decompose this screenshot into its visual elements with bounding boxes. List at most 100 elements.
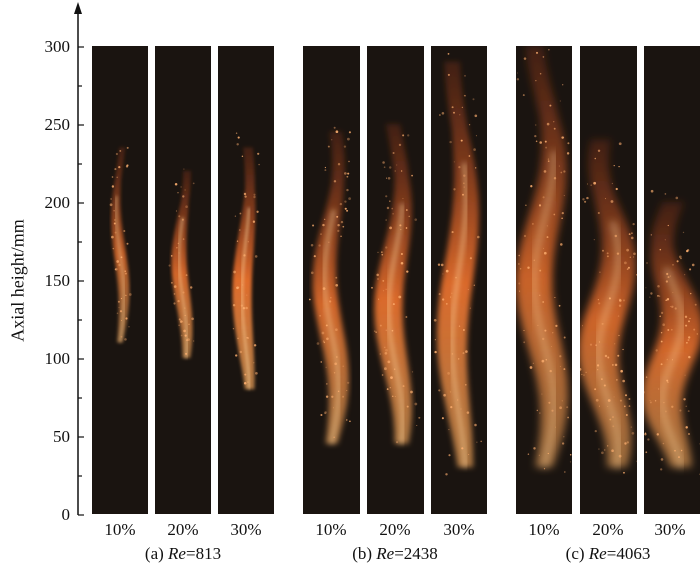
- flame-spark: [320, 413, 323, 417]
- flame-spark: [453, 188, 456, 191]
- flame-spark: [627, 266, 630, 269]
- flame-spark: [178, 318, 181, 321]
- flame-spark: [553, 213, 556, 216]
- flame-spark: [622, 348, 624, 351]
- flame-spark: [598, 302, 601, 305]
- flame-spark: [601, 451, 604, 455]
- group-caption-a-re-symbol: Re: [168, 544, 186, 563]
- flame-spark: [618, 334, 620, 337]
- flame-spark: [182, 238, 185, 240]
- flame-spark: [683, 398, 685, 400]
- flame-spark: [434, 350, 437, 354]
- flame-spark: [594, 429, 597, 433]
- flame-spark: [247, 337, 250, 339]
- flame-spark: [235, 354, 238, 357]
- flame-spark: [548, 49, 550, 51]
- flame-spark: [475, 135, 477, 137]
- flame-spark: [394, 170, 396, 172]
- flame-spark: [128, 326, 130, 328]
- flame-spark: [414, 402, 418, 406]
- flame-spark: [541, 393, 543, 395]
- flame-spark: [451, 292, 453, 294]
- flame-spark: [551, 346, 553, 347]
- flame-spark: [558, 304, 561, 307]
- flame-spark: [247, 241, 249, 243]
- flame-spark: [667, 381, 669, 383]
- flame-spark: [333, 372, 336, 374]
- flame-spark: [399, 224, 402, 227]
- flame-spark: [126, 242, 129, 245]
- flame-spark: [686, 341, 688, 344]
- flame-spark: [377, 251, 379, 254]
- flame-spark: [542, 301, 545, 303]
- flame-spark: [678, 255, 682, 259]
- flame-spark: [126, 164, 129, 167]
- flame-spark: [660, 458, 664, 461]
- flame-spark: [468, 124, 471, 126]
- flame-spark: [254, 255, 258, 258]
- flame-spark: [239, 212, 242, 215]
- flame-spark: [535, 124, 537, 126]
- flame-spark: [660, 332, 663, 334]
- flame-spark: [395, 441, 399, 444]
- flame-spark: [661, 311, 664, 314]
- flame-spark: [612, 364, 614, 366]
- flame-spark: [616, 252, 620, 255]
- panel-label-a-20: 20%: [167, 520, 199, 539]
- flame-spark: [518, 282, 521, 285]
- flame-spark: [387, 360, 391, 364]
- flame-spark: [392, 213, 394, 215]
- flame-spark: [244, 195, 247, 198]
- flame-spark: [522, 94, 525, 97]
- flame-spark: [606, 252, 609, 255]
- flame-spark: [120, 335, 123, 338]
- flame-spark: [563, 195, 565, 197]
- flame-spark: [535, 140, 538, 143]
- panel-label-c-10: 10%: [528, 520, 560, 539]
- flame-spark: [433, 318, 437, 322]
- flame-spark: [376, 273, 379, 277]
- flame-spark: [624, 261, 627, 265]
- flame-spark: [546, 236, 549, 239]
- flame-spark: [662, 323, 665, 327]
- flame-spark: [654, 400, 657, 402]
- flame-spark: [111, 235, 114, 239]
- flame-spark: [451, 106, 454, 109]
- flame-spark: [405, 209, 408, 211]
- flame-spark: [615, 379, 618, 381]
- flame-spark: [617, 354, 620, 357]
- flame-spark: [623, 471, 625, 474]
- flame-spark: [118, 263, 121, 267]
- group-caption-b: (b) Re=2438: [305, 544, 485, 564]
- flame-spark: [683, 398, 686, 401]
- flame-spark: [674, 449, 676, 452]
- flame-spark: [689, 317, 691, 320]
- flame-plume: [516, 46, 569, 468]
- flame-spark: [618, 165, 620, 168]
- panel-label-c-20: 20%: [592, 520, 624, 539]
- flame-spark: [414, 218, 418, 221]
- flame-spark: [687, 339, 690, 341]
- flame-spark: [386, 206, 390, 210]
- flame-spark: [680, 449, 683, 452]
- flame-spark: [181, 218, 184, 221]
- flame-spark: [539, 141, 542, 144]
- flame-spark: [626, 268, 629, 270]
- flame-spark: [554, 426, 557, 428]
- flame-spark: [519, 290, 521, 292]
- flame-spark: [469, 307, 471, 309]
- flame-spark: [386, 177, 388, 179]
- flame-spark: [180, 186, 182, 188]
- flame-plume: [644, 202, 700, 468]
- flame-spark: [119, 310, 123, 313]
- flame-spark: [180, 334, 183, 337]
- flame-spark: [322, 340, 325, 342]
- flame-spark: [532, 223, 534, 225]
- flame-spark: [125, 317, 128, 320]
- flame-spark: [633, 252, 636, 256]
- flame-spark: [383, 166, 386, 169]
- flame-core: [386, 203, 405, 444]
- flame-spark: [671, 305, 674, 309]
- flame-spark: [655, 349, 658, 352]
